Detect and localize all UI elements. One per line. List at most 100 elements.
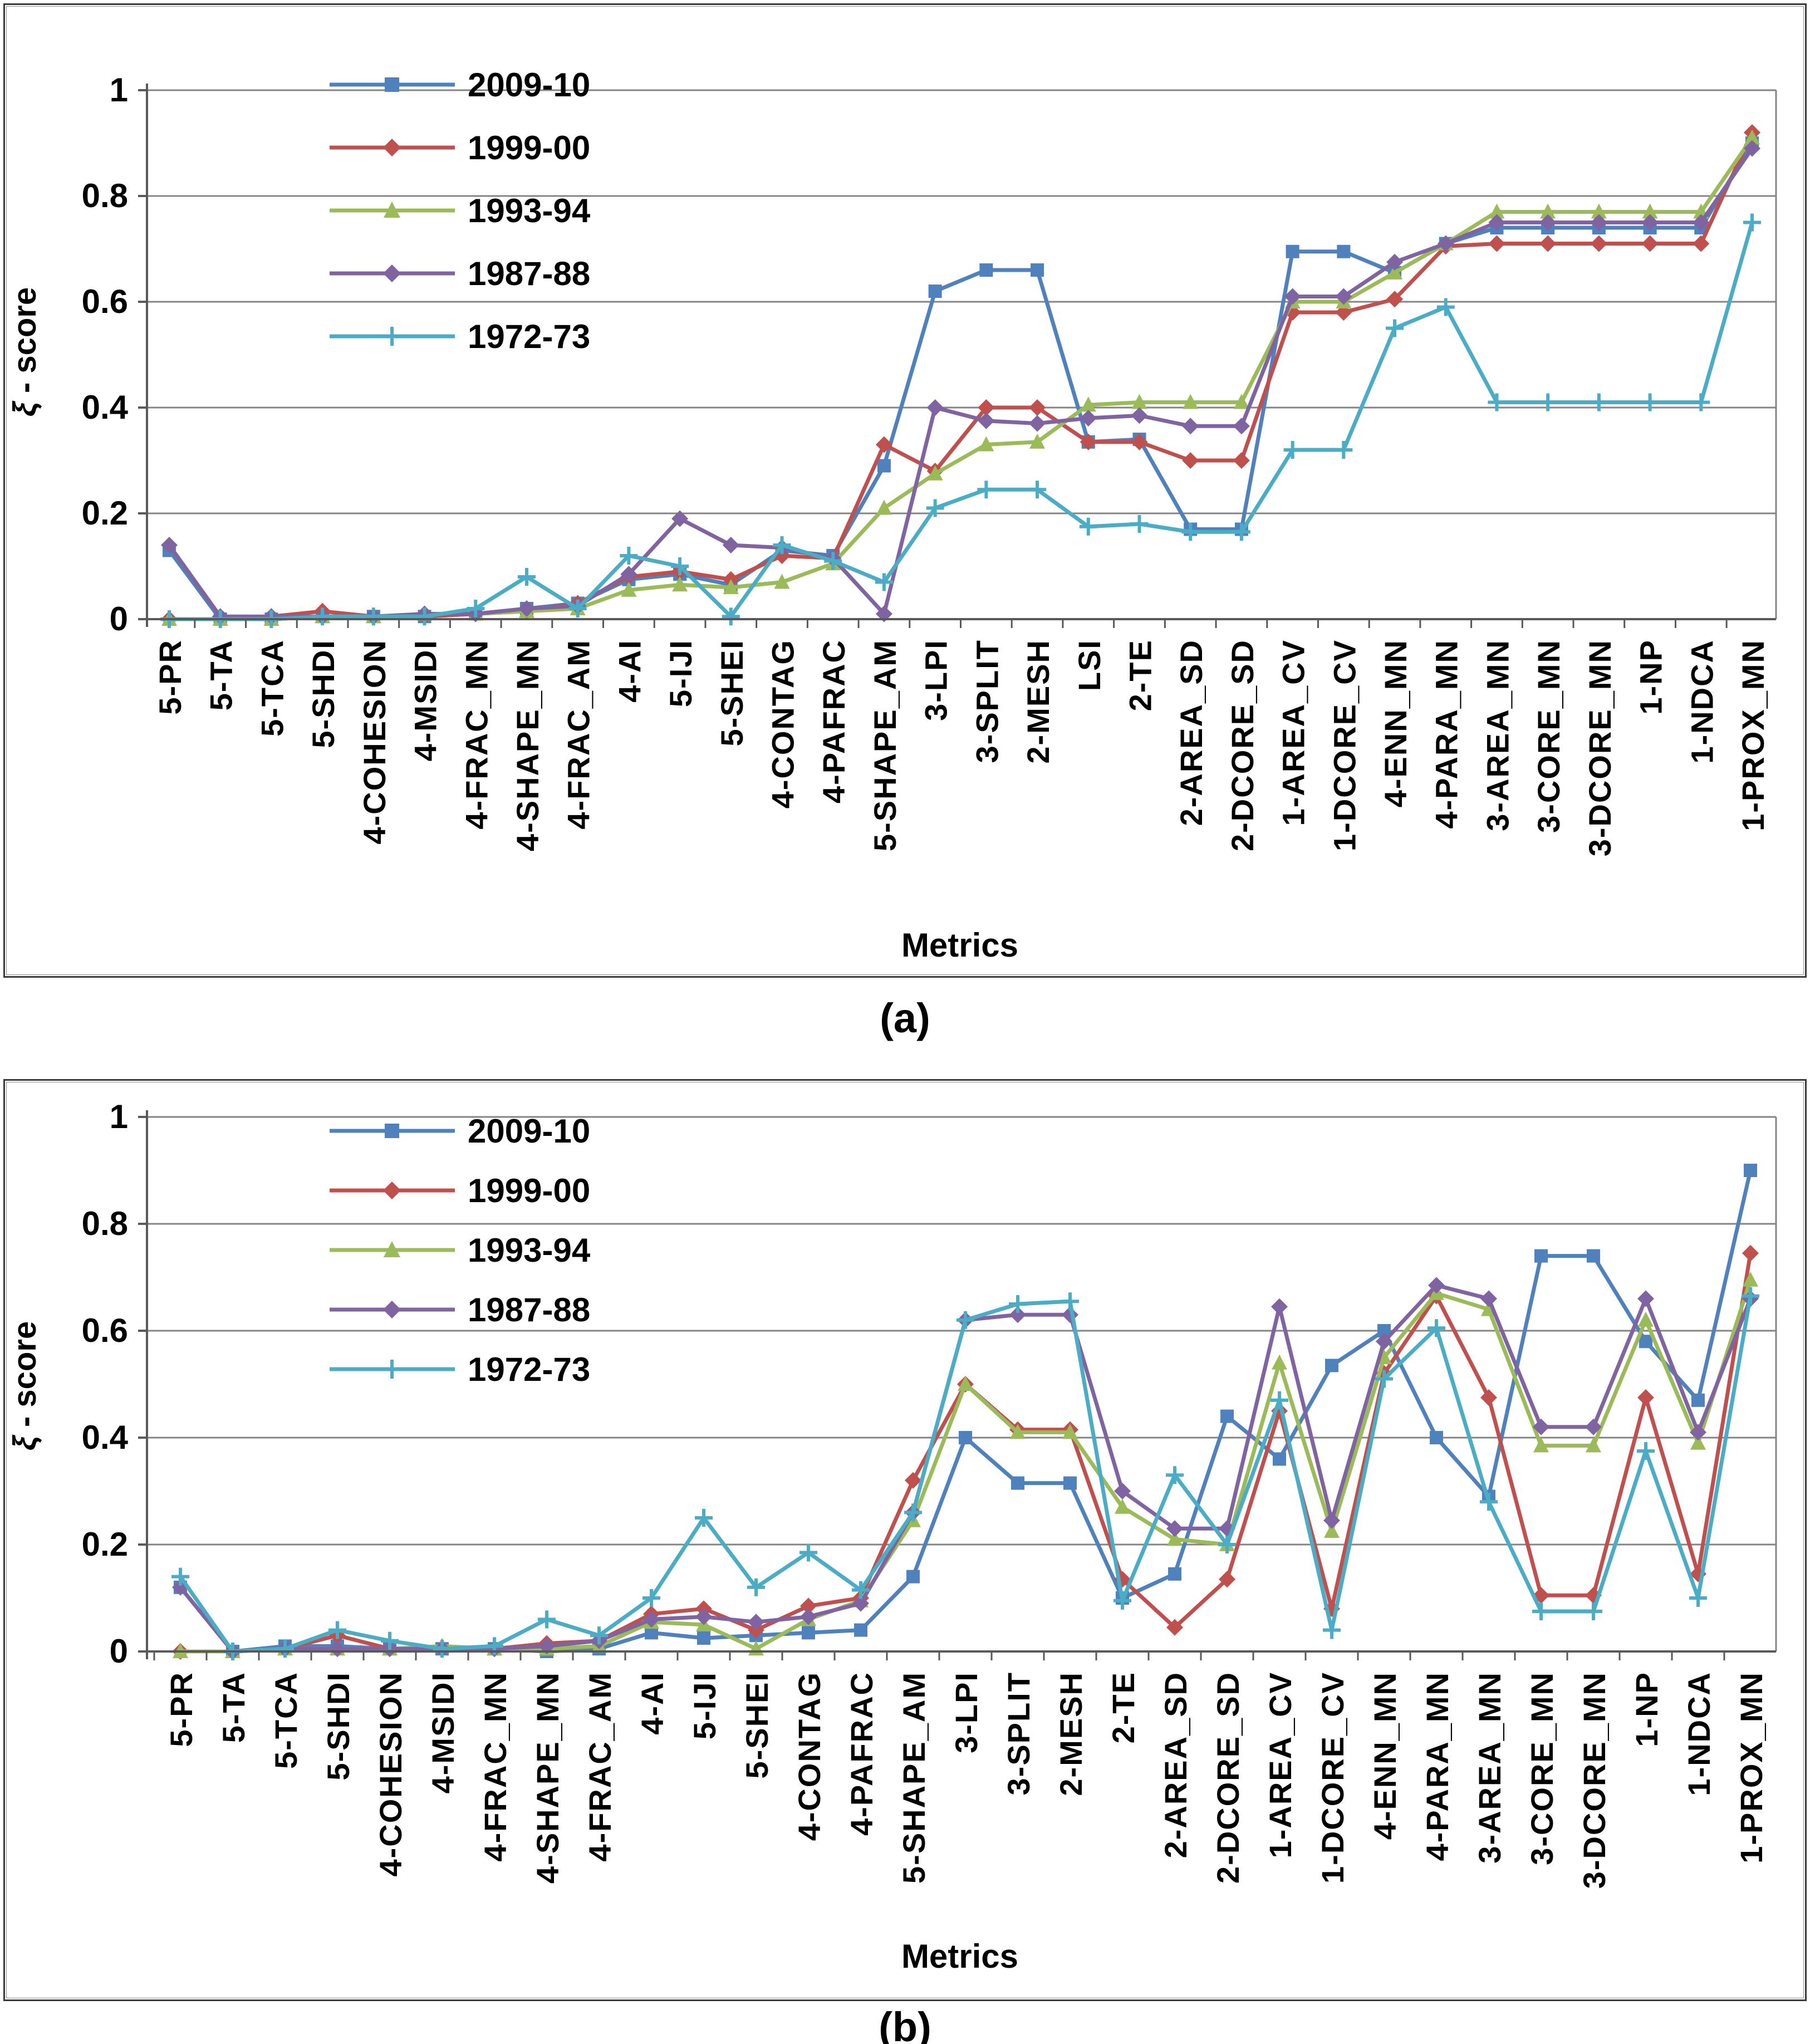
y-tick-label: 0.8 (82, 1205, 128, 1242)
marker-diamond (518, 600, 535, 617)
x-category-label: 2-TE (1122, 639, 1157, 711)
marker-diamond (1641, 214, 1659, 231)
x-category-label: 2-DCORE_SD (1210, 1672, 1245, 1884)
x-category-label: 4-MSIDI (408, 639, 443, 761)
x-category-label: 1-AREA_CV (1263, 1672, 1298, 1858)
x-category-label: 4-PAFRAC (844, 1672, 879, 1836)
x-category-label: 5-SHDI (306, 639, 341, 748)
series-line-1987-88 (168, 147, 1754, 619)
y-axis-title: ξ - score (7, 287, 43, 416)
marker-diamond (1080, 410, 1097, 427)
marker-diamond (329, 1640, 346, 1658)
x-category-label: 4-SHAPE_MN (510, 639, 545, 851)
marker-triangle (384, 202, 400, 218)
x-category-label: 3-LPI (949, 1672, 984, 1753)
caption-b: (b) (879, 2004, 931, 2044)
marker-diamond (1585, 1418, 1602, 1435)
marker-diamond (1323, 1512, 1340, 1529)
marker-diamond (1690, 1424, 1706, 1441)
marker-square (1337, 244, 1351, 258)
legend-label-1972-73: 1972-73 (468, 318, 590, 355)
marker-triangle (1743, 1271, 1758, 1287)
marker-triangle (621, 581, 637, 597)
legend-label-1987-88: 1987-88 (468, 255, 590, 292)
marker-diamond (1480, 1290, 1497, 1307)
marker-diamond (161, 537, 178, 553)
marker-square (1534, 1249, 1548, 1263)
marker-triangle (723, 579, 739, 594)
marker-square (854, 1623, 867, 1637)
y-tick-label: 0.6 (82, 283, 128, 320)
x-category-label: 3-AREA_MN (1480, 639, 1515, 831)
x-category-label: 4-FRAC_MN (459, 639, 494, 830)
marker-square (979, 263, 993, 277)
marker-diamond (1641, 235, 1659, 252)
series-line-1993-94 (180, 1279, 1753, 1654)
marker-square (1273, 1452, 1286, 1466)
x-category-label: 5-SHDI (321, 1672, 356, 1781)
marker-diamond (852, 1595, 869, 1612)
marker-diamond (620, 566, 637, 583)
x-category-label: 3-AREA_MN (1472, 1672, 1507, 1864)
marker-diamond (1533, 1418, 1549, 1435)
marker-diamond (383, 264, 401, 282)
x-category-label: 1-NP (1629, 1672, 1664, 1747)
x-category-label: 2-MESH (1053, 1672, 1088, 1796)
marker-triangle (1324, 1523, 1340, 1538)
marker-square (1430, 1431, 1443, 1444)
x-category-label: LSI (1072, 639, 1107, 691)
x-category-label: 4-CONTAG (792, 1672, 827, 1841)
marker-diamond (1539, 235, 1557, 252)
marker-square (1639, 1335, 1652, 1349)
marker-diamond (1284, 288, 1301, 305)
marker-square (1031, 263, 1044, 277)
marker-triangle (876, 499, 892, 515)
legend-label-2009-10: 2009-10 (468, 1112, 590, 1150)
series-line-2009-10 (168, 142, 1754, 621)
marker-triangle (1233, 394, 1249, 409)
x-category-label: 1-DCORE_CV (1327, 639, 1362, 851)
marker-diamond (1590, 235, 1607, 252)
x-category-label: 2-DCORE_SD (1225, 639, 1260, 851)
marker-diamond (978, 399, 995, 416)
marker-triangle (927, 465, 943, 481)
x-category-label: 5-TCA (268, 1672, 303, 1769)
x-category-label: 5-PR (164, 1672, 199, 1747)
x-category-label: 5-IJI (663, 639, 698, 707)
marker-triangle (1591, 203, 1607, 219)
marker-triangle (1131, 394, 1147, 409)
caption-a: (a) (880, 995, 930, 1041)
series-line-1987-88 (179, 1283, 1753, 1654)
marker-triangle (1272, 1354, 1287, 1370)
marker-square (906, 1570, 920, 1584)
marker-diamond (643, 1611, 660, 1628)
marker-triangle (978, 436, 994, 452)
y-tick-label: 0 (110, 600, 128, 638)
marker-diamond (1233, 452, 1250, 469)
marker-diamond (538, 1638, 555, 1655)
marker-square (697, 1631, 710, 1645)
marker-triangle (1690, 1434, 1706, 1450)
chart-panel-b: 1 0.8 0.6 0.4 0.2 0 5-PR 5-TA 5-TCA 5-SHDI 4-COHES… (3, 1079, 1807, 2001)
x-category-label: 1-AREA_CV (1276, 639, 1311, 826)
x-category-label: 2-TE (1106, 1672, 1141, 1743)
legend-label-1993-94: 1993-94 (468, 1232, 591, 1269)
marker-diamond (1009, 1306, 1026, 1324)
marker-triangle (1489, 203, 1505, 219)
legend-label-1972-73: 1972-73 (468, 1351, 590, 1388)
marker-diamond (1488, 235, 1505, 252)
y-tick-label: 0 (110, 1633, 128, 1670)
marker-triangle (672, 576, 688, 592)
x-category-label: 3-DCORE_MN (1582, 639, 1617, 856)
x-category-label: 5-TCA (254, 639, 290, 737)
marker-diamond (926, 399, 944, 416)
marker-diamond (1742, 1244, 1759, 1262)
x-category-label: 4-CONTAG (766, 639, 801, 808)
marker-triangle (1010, 1424, 1026, 1439)
marker-triangle (1540, 203, 1556, 219)
marker-diamond (671, 510, 689, 527)
marker-triangle (774, 574, 790, 589)
x-category-label: 4-SHAPE_MN (530, 1672, 565, 1884)
y-tick-label: 0.6 (82, 1312, 128, 1349)
marker-triangle (1744, 129, 1760, 145)
